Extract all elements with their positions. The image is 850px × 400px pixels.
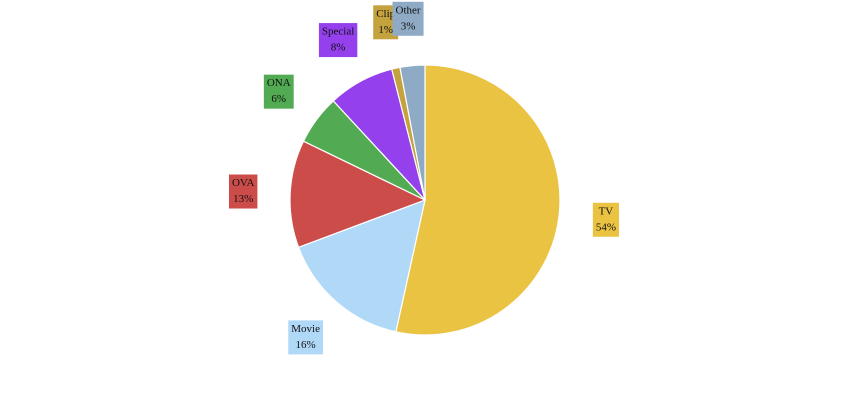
label-name: OVA [232, 177, 254, 189]
slice-label: ONA 6% [263, 74, 294, 109]
pie-slice [395, 64, 561, 336]
label-value: 6% [271, 93, 286, 105]
label-value: 3% [401, 20, 416, 32]
slice-label: OVA 13% [228, 174, 258, 209]
label-name: Other [396, 4, 421, 16]
label-value: 1% [378, 24, 393, 36]
label-value: 16% [296, 339, 316, 351]
pie-slice [289, 140, 427, 249]
label-value: 13% [233, 193, 253, 205]
label-value: 54% [596, 221, 616, 233]
slice-label: Movie 16% [288, 320, 323, 355]
pie-slice [297, 199, 426, 333]
label-box [318, 23, 358, 58]
label-box [263, 74, 294, 109]
label-name: TV [599, 205, 614, 217]
label-box [228, 174, 258, 209]
label-name: Clip [376, 8, 395, 20]
label-name: Movie [291, 323, 320, 335]
label-box [288, 320, 323, 355]
label-box [392, 1, 424, 36]
label-box [592, 202, 620, 237]
slice-label: TV 54% [592, 202, 620, 237]
slice-label: Special 8% [318, 23, 358, 58]
label-value: 8% [331, 42, 346, 54]
label-name: Special [322, 26, 354, 38]
pie-slice [399, 64, 426, 201]
slice-label: Other 3% [392, 1, 424, 36]
label-name: ONA [267, 77, 291, 89]
